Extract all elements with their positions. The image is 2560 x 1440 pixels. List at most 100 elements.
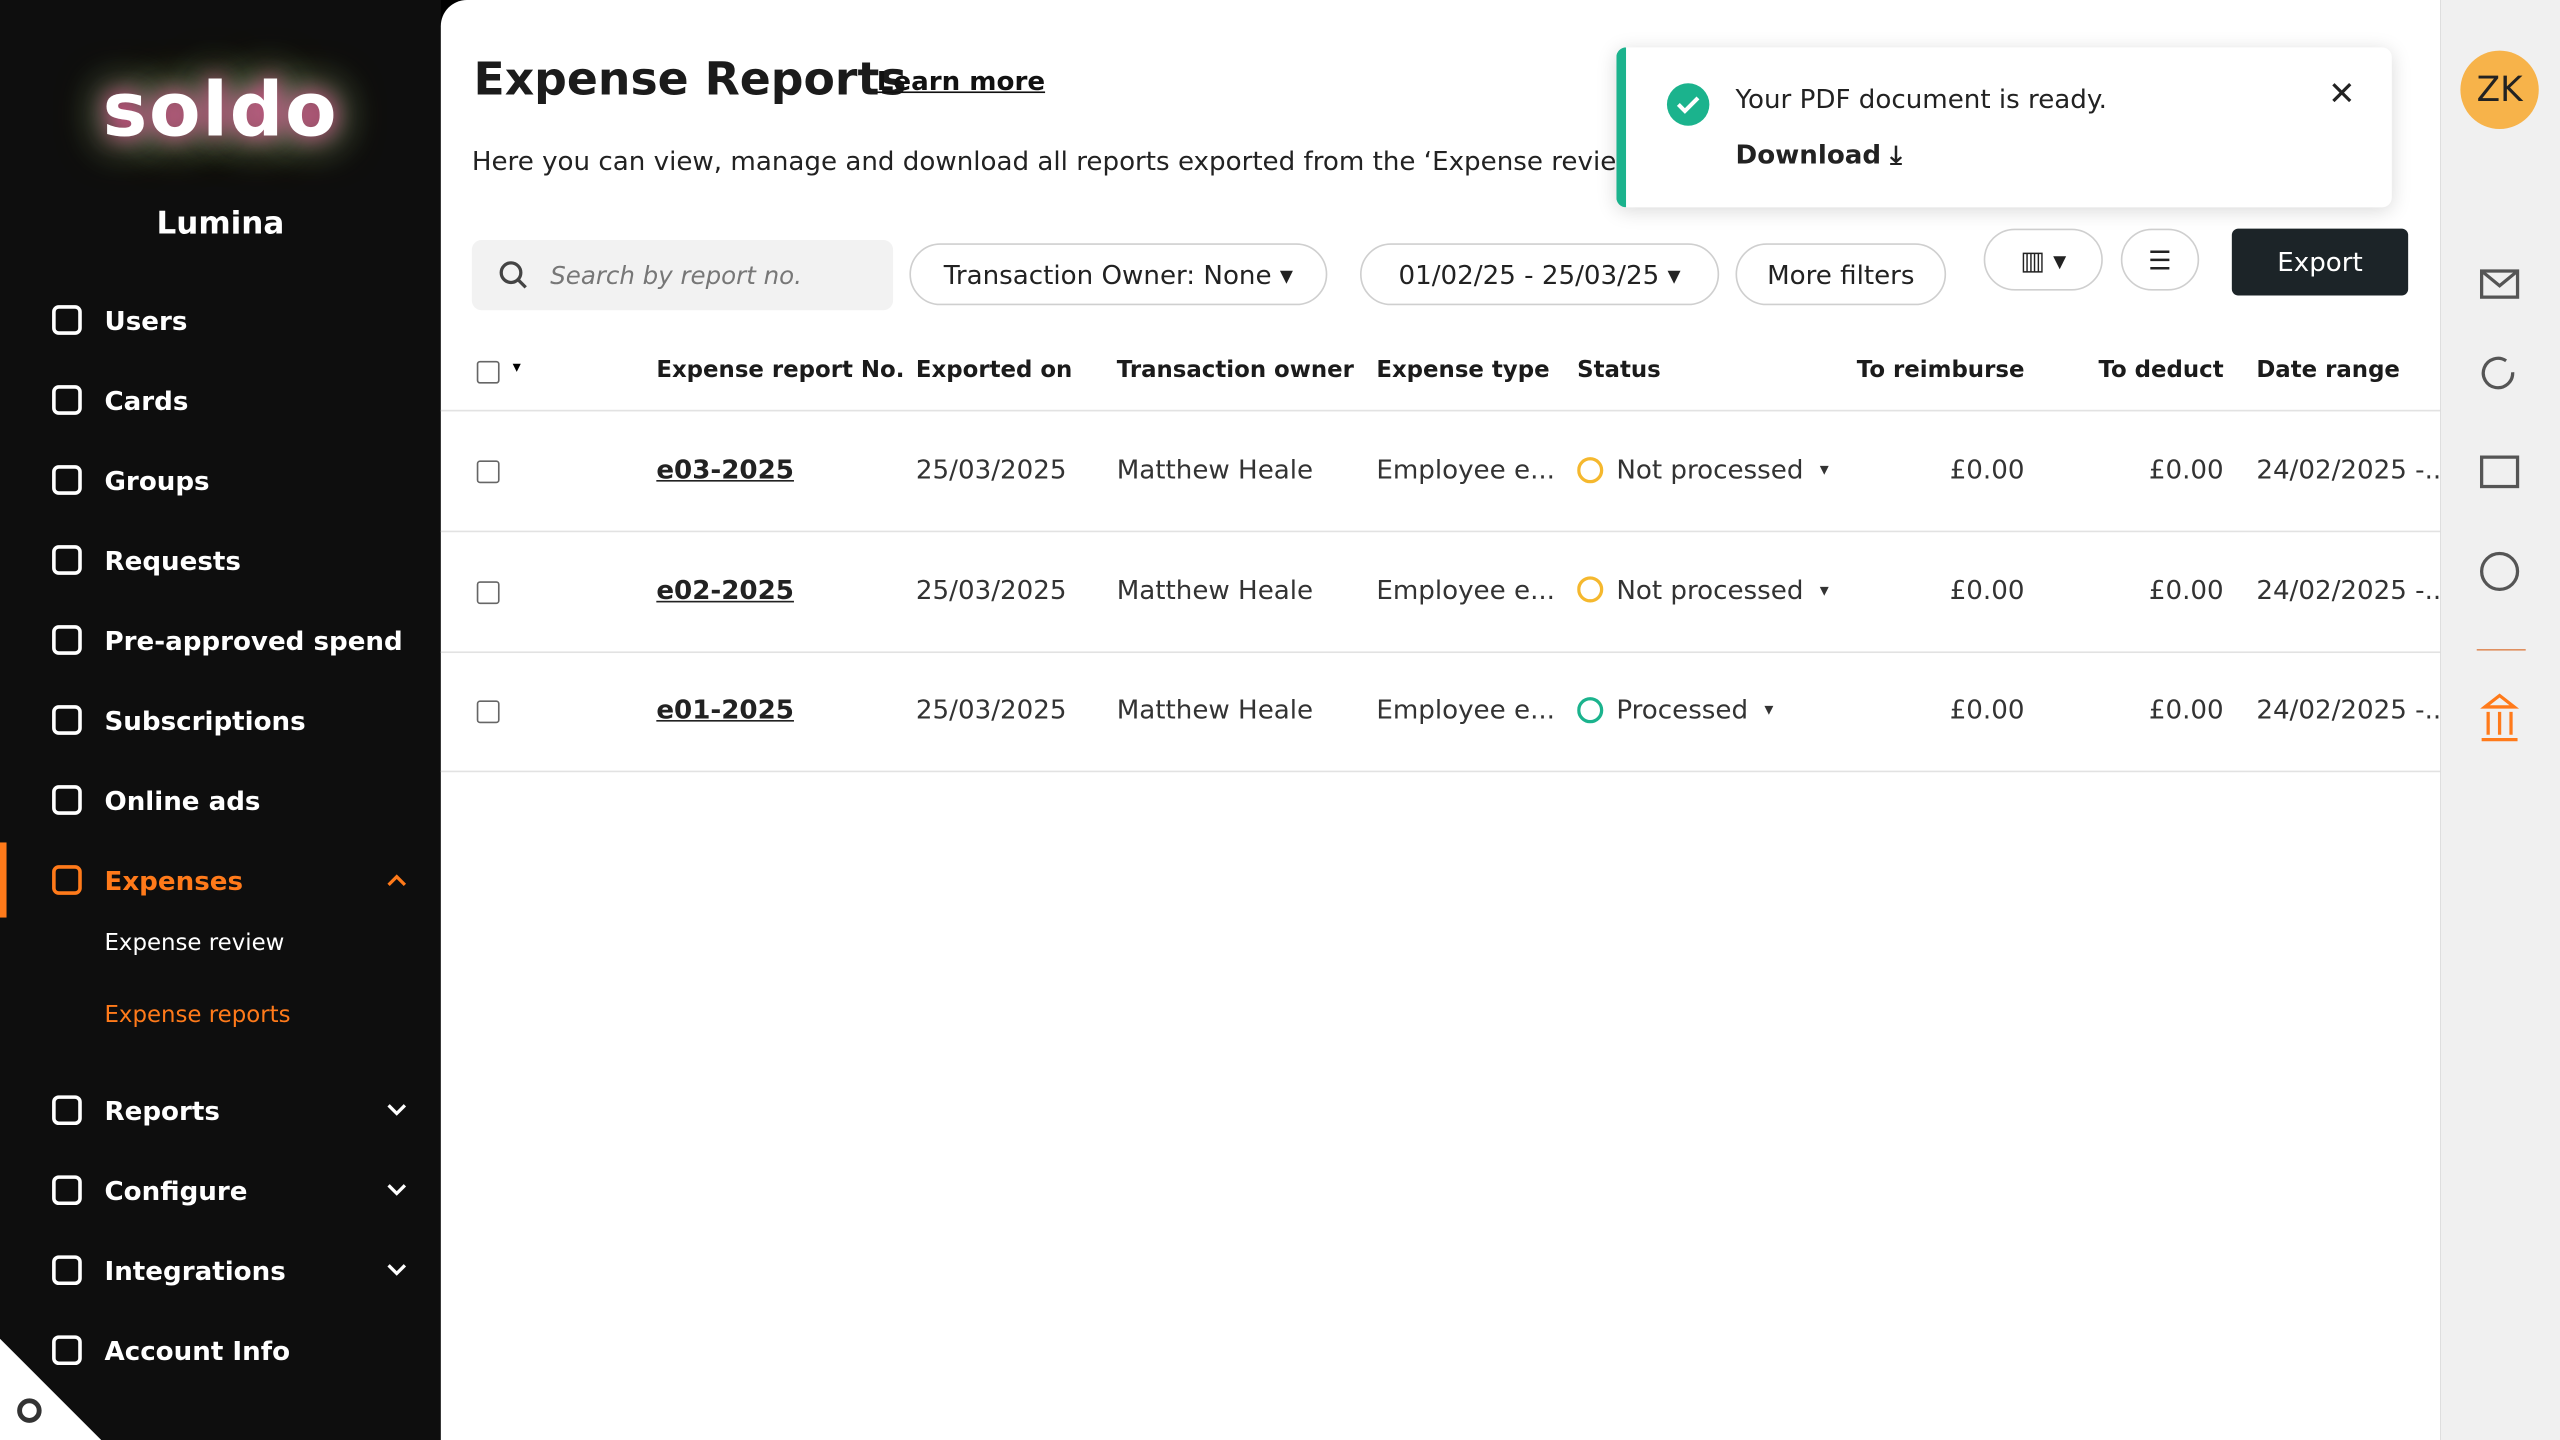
nav-label: Account Info (104, 1334, 291, 1366)
toast-icon (1666, 83, 1710, 126)
report-link[interactable]: e03-2025 (656, 453, 794, 485)
nav-item[interactable]: Online ads (49, 776, 408, 825)
status[interactable]: Not processed ▾ (1577, 454, 1829, 485)
status[interactable]: Not processed ▾ (1577, 574, 1829, 605)
sidebar: soldo Lumina Users Cards Groups Requests Pre… (0, 0, 441, 1440)
page-title: Expense Reports (473, 52, 907, 107)
row-divider (440, 409, 2441, 412)
status-caret: ▾ (1819, 458, 1829, 480)
nav-label: Configure (104, 1174, 248, 1206)
nav-label: Reports (104, 1094, 220, 1126)
cell: £0.00 (1949, 573, 2025, 605)
chevron (387, 1264, 407, 1276)
status-caret: ▾ (1819, 578, 1829, 600)
column-header: Expense report No. (656, 357, 905, 384)
nav-icon (52, 785, 82, 815)
date-filter[interactable]: 01/02/25 - 25/03/25 ▾ (1359, 243, 1720, 306)
avatar[interactable]: ZK (2460, 50, 2539, 129)
nav-icon (52, 705, 82, 735)
nav-icon (52, 305, 82, 335)
report-link[interactable]: e02-2025 (656, 573, 794, 605)
nav-label: Subscriptions (104, 704, 306, 736)
status-icon (1577, 456, 1604, 483)
row-divider (440, 530, 2441, 533)
column-header: To reimburse (1856, 357, 2025, 384)
nav-icon (52, 465, 82, 495)
logo: soldo (102, 65, 339, 154)
nav-label: Online ads (104, 784, 261, 816)
learn-more-link[interactable]: Learn more (876, 65, 1046, 97)
status-icon (1577, 696, 1604, 723)
owner-filter[interactable]: Transaction Owner: None ▾ (909, 243, 1328, 306)
nav-item[interactable]: Expenses (49, 856, 408, 905)
search-box[interactable]: Search by report no. (471, 239, 894, 311)
nav-item[interactable]: Subscriptions (49, 696, 408, 745)
row-divider (440, 650, 2441, 653)
status[interactable]: Processed ▾ (1577, 694, 1773, 725)
org-name: Lumina (156, 205, 285, 242)
sub-item[interactable]: Expense reports (104, 1002, 291, 1029)
cell: 24/02/2025 -... (2256, 453, 2450, 485)
cell: 24/02/2025 -... (2256, 573, 2450, 605)
export-button[interactable]: Export (2231, 228, 2409, 296)
more-filters[interactable]: More filters (1735, 243, 1947, 306)
nav-label: Expenses (104, 864, 244, 896)
cell: Matthew Heale (1116, 693, 1314, 725)
column-header: To deduct (2098, 357, 2224, 384)
column-header: Transaction owner (1116, 357, 1354, 384)
density-button[interactable]: ☰ (2120, 228, 2200, 291)
rail-icons (2476, 269, 2526, 742)
nav-item[interactable]: Cards (49, 376, 408, 425)
cell: £0.00 (2148, 693, 2224, 725)
select-menu[interactable]: ▾ (512, 359, 521, 378)
cell: Employee e... (1376, 573, 1555, 605)
nav-label: Groups (104, 464, 210, 496)
row-checkbox[interactable] (476, 700, 500, 724)
cell: Employee e... (1376, 453, 1555, 485)
nav-label: Users (104, 304, 188, 336)
row-checkbox[interactable] (476, 460, 500, 484)
toast-download[interactable]: Download ⤓ (1735, 138, 1902, 170)
nav-icon (52, 385, 82, 415)
corner (0, 1338, 102, 1440)
toast: Your PDF document is ready. Download ⤓ ✕ (1616, 47, 2392, 208)
toast-download-label: Download (1735, 138, 1882, 170)
cell: 25/03/2025 (915, 573, 1067, 605)
nav-item[interactable]: Integrations (49, 1246, 408, 1295)
nav-item[interactable]: Reports (49, 1086, 408, 1135)
column-header: Date range (2256, 357, 2400, 384)
search-placeholder: Search by report no. (550, 260, 802, 290)
nav-item[interactable]: Users (49, 296, 408, 345)
columns-button[interactable]: ▥ ▾ (1983, 228, 2103, 291)
nav-icon (52, 1335, 82, 1366)
nav-item[interactable]: Configure (49, 1166, 408, 1215)
cell: 25/03/2025 (915, 453, 1067, 485)
search-icon (499, 260, 527, 288)
cell: Matthew Heale (1116, 573, 1314, 605)
nav-item[interactable]: Pre-approved spend (49, 616, 408, 665)
nav-item[interactable]: Requests (49, 536, 408, 585)
status-caret: ▾ (1764, 698, 1774, 720)
nav-icon (52, 1175, 82, 1206)
report-link[interactable]: e01-2025 (656, 693, 794, 725)
export-label: Export (2277, 246, 2363, 278)
nav-label: Pre-approved spend (104, 624, 403, 656)
chevron (387, 1104, 407, 1116)
nav-item[interactable]: Account Info (49, 1326, 408, 1375)
date-filter-label: 01/02/25 - 25/03/25 (1398, 258, 1660, 290)
row-divider (440, 770, 2441, 773)
nav-icon (52, 625, 82, 655)
avatar-initials: ZK (2476, 70, 2523, 110)
sub-item[interactable]: Expense review (104, 930, 285, 957)
nav-item[interactable]: Groups (49, 456, 408, 505)
cell: Employee e... (1376, 693, 1555, 725)
row-checkbox[interactable] (476, 580, 500, 604)
nav-icon (52, 865, 82, 895)
status-label: Processed (1616, 693, 1749, 725)
toast-close[interactable]: ✕ (2328, 73, 2356, 113)
cell: £0.00 (1949, 693, 2025, 725)
cell: £0.00 (2148, 453, 2224, 485)
active-indicator (0, 842, 7, 918)
select-all[interactable] (476, 360, 500, 384)
